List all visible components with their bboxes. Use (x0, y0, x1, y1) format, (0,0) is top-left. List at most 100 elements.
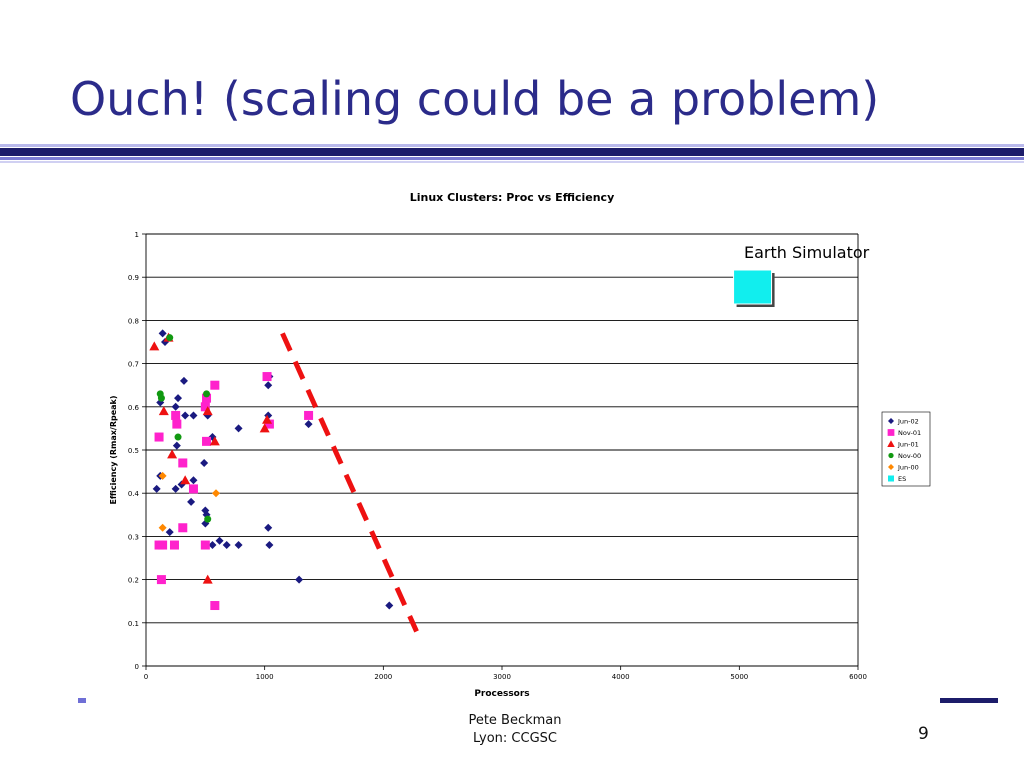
legend-item-jun-00: Jun-00 (888, 464, 919, 472)
x-tick-label: 6000 (849, 673, 867, 681)
y-tick-label: 0.4 (128, 490, 140, 498)
point-nov-00 (166, 334, 174, 342)
y-tick-label: 0.5 (128, 447, 139, 455)
legend-item-es: ES (888, 475, 906, 483)
point-jun-01 (202, 406, 213, 416)
page-number: 9 (918, 724, 929, 744)
legend-label-jun-00: Jun-00 (897, 464, 919, 472)
point-jun-01 (158, 406, 169, 416)
footer-accent-right (940, 698, 998, 703)
point-nov-01 (171, 410, 181, 420)
legend-item-jun-01: Jun-01 (887, 440, 919, 449)
point-jun-01 (262, 414, 273, 424)
point-jun-02 (171, 402, 180, 411)
legend-label-nov-01: Nov-01 (898, 429, 921, 437)
point-jun-01 (149, 341, 160, 351)
point-jun-02 (222, 541, 231, 550)
x-axis-label: Processors (474, 689, 529, 699)
title-rule-top (0, 144, 1024, 147)
x-tick-label: 0 (144, 673, 148, 681)
legend-item-jun-02: Jun-02 (888, 418, 919, 426)
legend-label-nov-00: Nov-00 (898, 452, 921, 460)
point-jun-00 (158, 523, 167, 532)
point-jun-01 (180, 475, 191, 485)
footer-accent-left (78, 698, 86, 703)
point-nov-00 (204, 515, 212, 523)
point-nov-01 (169, 540, 179, 550)
point-jun-02 (385, 601, 394, 610)
legend-label-jun-01: Jun-01 (897, 441, 919, 449)
point-nov-01 (154, 432, 164, 442)
point-jun-02 (304, 420, 313, 429)
y-tick-label: 1 (135, 231, 139, 239)
x-tick-label: 4000 (612, 673, 630, 681)
point-nov-01 (304, 410, 314, 420)
footer-venue: Lyon: CCGSC (472, 731, 557, 746)
point-nov-01 (156, 575, 166, 585)
y-tick-label: 0.2 (128, 577, 139, 585)
point-nov-01 (200, 402, 210, 412)
legend-swatch-nov-01 (887, 429, 895, 436)
point-nov-01 (202, 393, 212, 403)
chart-title: Linux Clusters: Proc vs Efficiency (410, 191, 615, 204)
point-nov-00 (174, 433, 182, 441)
point-jun-02 (264, 381, 273, 390)
data-points (149, 269, 775, 611)
point-jun-02 (165, 528, 174, 537)
legend-swatch-nov-00 (888, 452, 894, 459)
point-jun-01 (259, 423, 270, 433)
y-tick-label: 0.6 (128, 404, 140, 412)
y-tick-label: 0.3 (128, 533, 139, 541)
point-nov-01 (264, 419, 274, 429)
point-jun-02 (208, 541, 217, 550)
point-jun-02 (187, 497, 196, 506)
x-tick-label: 3000 (493, 673, 511, 681)
legend-box (881, 411, 931, 487)
legend-marker-jun-00 (888, 464, 894, 470)
legend-item-nov-00: Nov-00 (888, 452, 921, 460)
legend-marker-nov-01 (887, 429, 895, 436)
x-tick-label: 1000 (256, 673, 274, 681)
y-tick-label: 0 (135, 663, 139, 671)
point-nov-01 (210, 601, 220, 611)
legend-marker-nov-00 (888, 452, 894, 459)
footer-author: Pete Beckman (468, 713, 562, 728)
y-tick-label: 0.1 (128, 620, 139, 628)
point-nov-01 (178, 458, 188, 468)
point-jun-00 (158, 471, 167, 480)
point-jun-01 (167, 449, 178, 459)
y-tick-label: 0.8 (128, 317, 139, 325)
point-nov-01 (262, 372, 272, 382)
legend-swatch-es (888, 475, 894, 482)
legend-label-jun-02: Jun-02 (897, 418, 919, 426)
axes (142, 233, 859, 670)
legend-swatch-jun-01 (887, 440, 895, 447)
point-jun-02 (264, 523, 273, 532)
point-jun-02 (179, 376, 188, 385)
x-tick-label: 2000 (374, 673, 392, 681)
point-jun-02 (234, 424, 243, 433)
earth-simulator-annotation: Earth Simulator (744, 243, 870, 262)
point-jun-02 (174, 394, 183, 403)
point-nov-01 (188, 484, 198, 494)
legend-swatch-jun-02 (888, 418, 894, 424)
point-jun-02 (172, 441, 181, 450)
point-nov-00 (203, 390, 211, 398)
point-nov-01 (158, 540, 168, 550)
y-axis-label: Efficiency (Rmax/Rpeak) (109, 395, 118, 504)
point-nov-01 (178, 523, 188, 533)
y-tick-label: 0.9 (128, 274, 139, 282)
point-es (733, 269, 773, 305)
y-tick-label: 0.7 (128, 361, 139, 369)
point-jun-01 (209, 436, 220, 446)
point-jun-02 (181, 411, 190, 420)
title-rule-lower (0, 157, 1024, 160)
legend-marker-jun-02 (888, 418, 894, 424)
slide-title: Ouch! (scaling could be a problem) (70, 72, 880, 126)
title-rule-bottom (0, 161, 1024, 163)
point-jun-02 (295, 575, 304, 584)
title-rule-main (0, 148, 1024, 156)
point-nov-00 (157, 394, 165, 402)
scatter-chart: Linux Clusters: Proc vs Efficiency 0 0.1 0… (109, 191, 931, 699)
point-jun-02 (234, 541, 243, 550)
